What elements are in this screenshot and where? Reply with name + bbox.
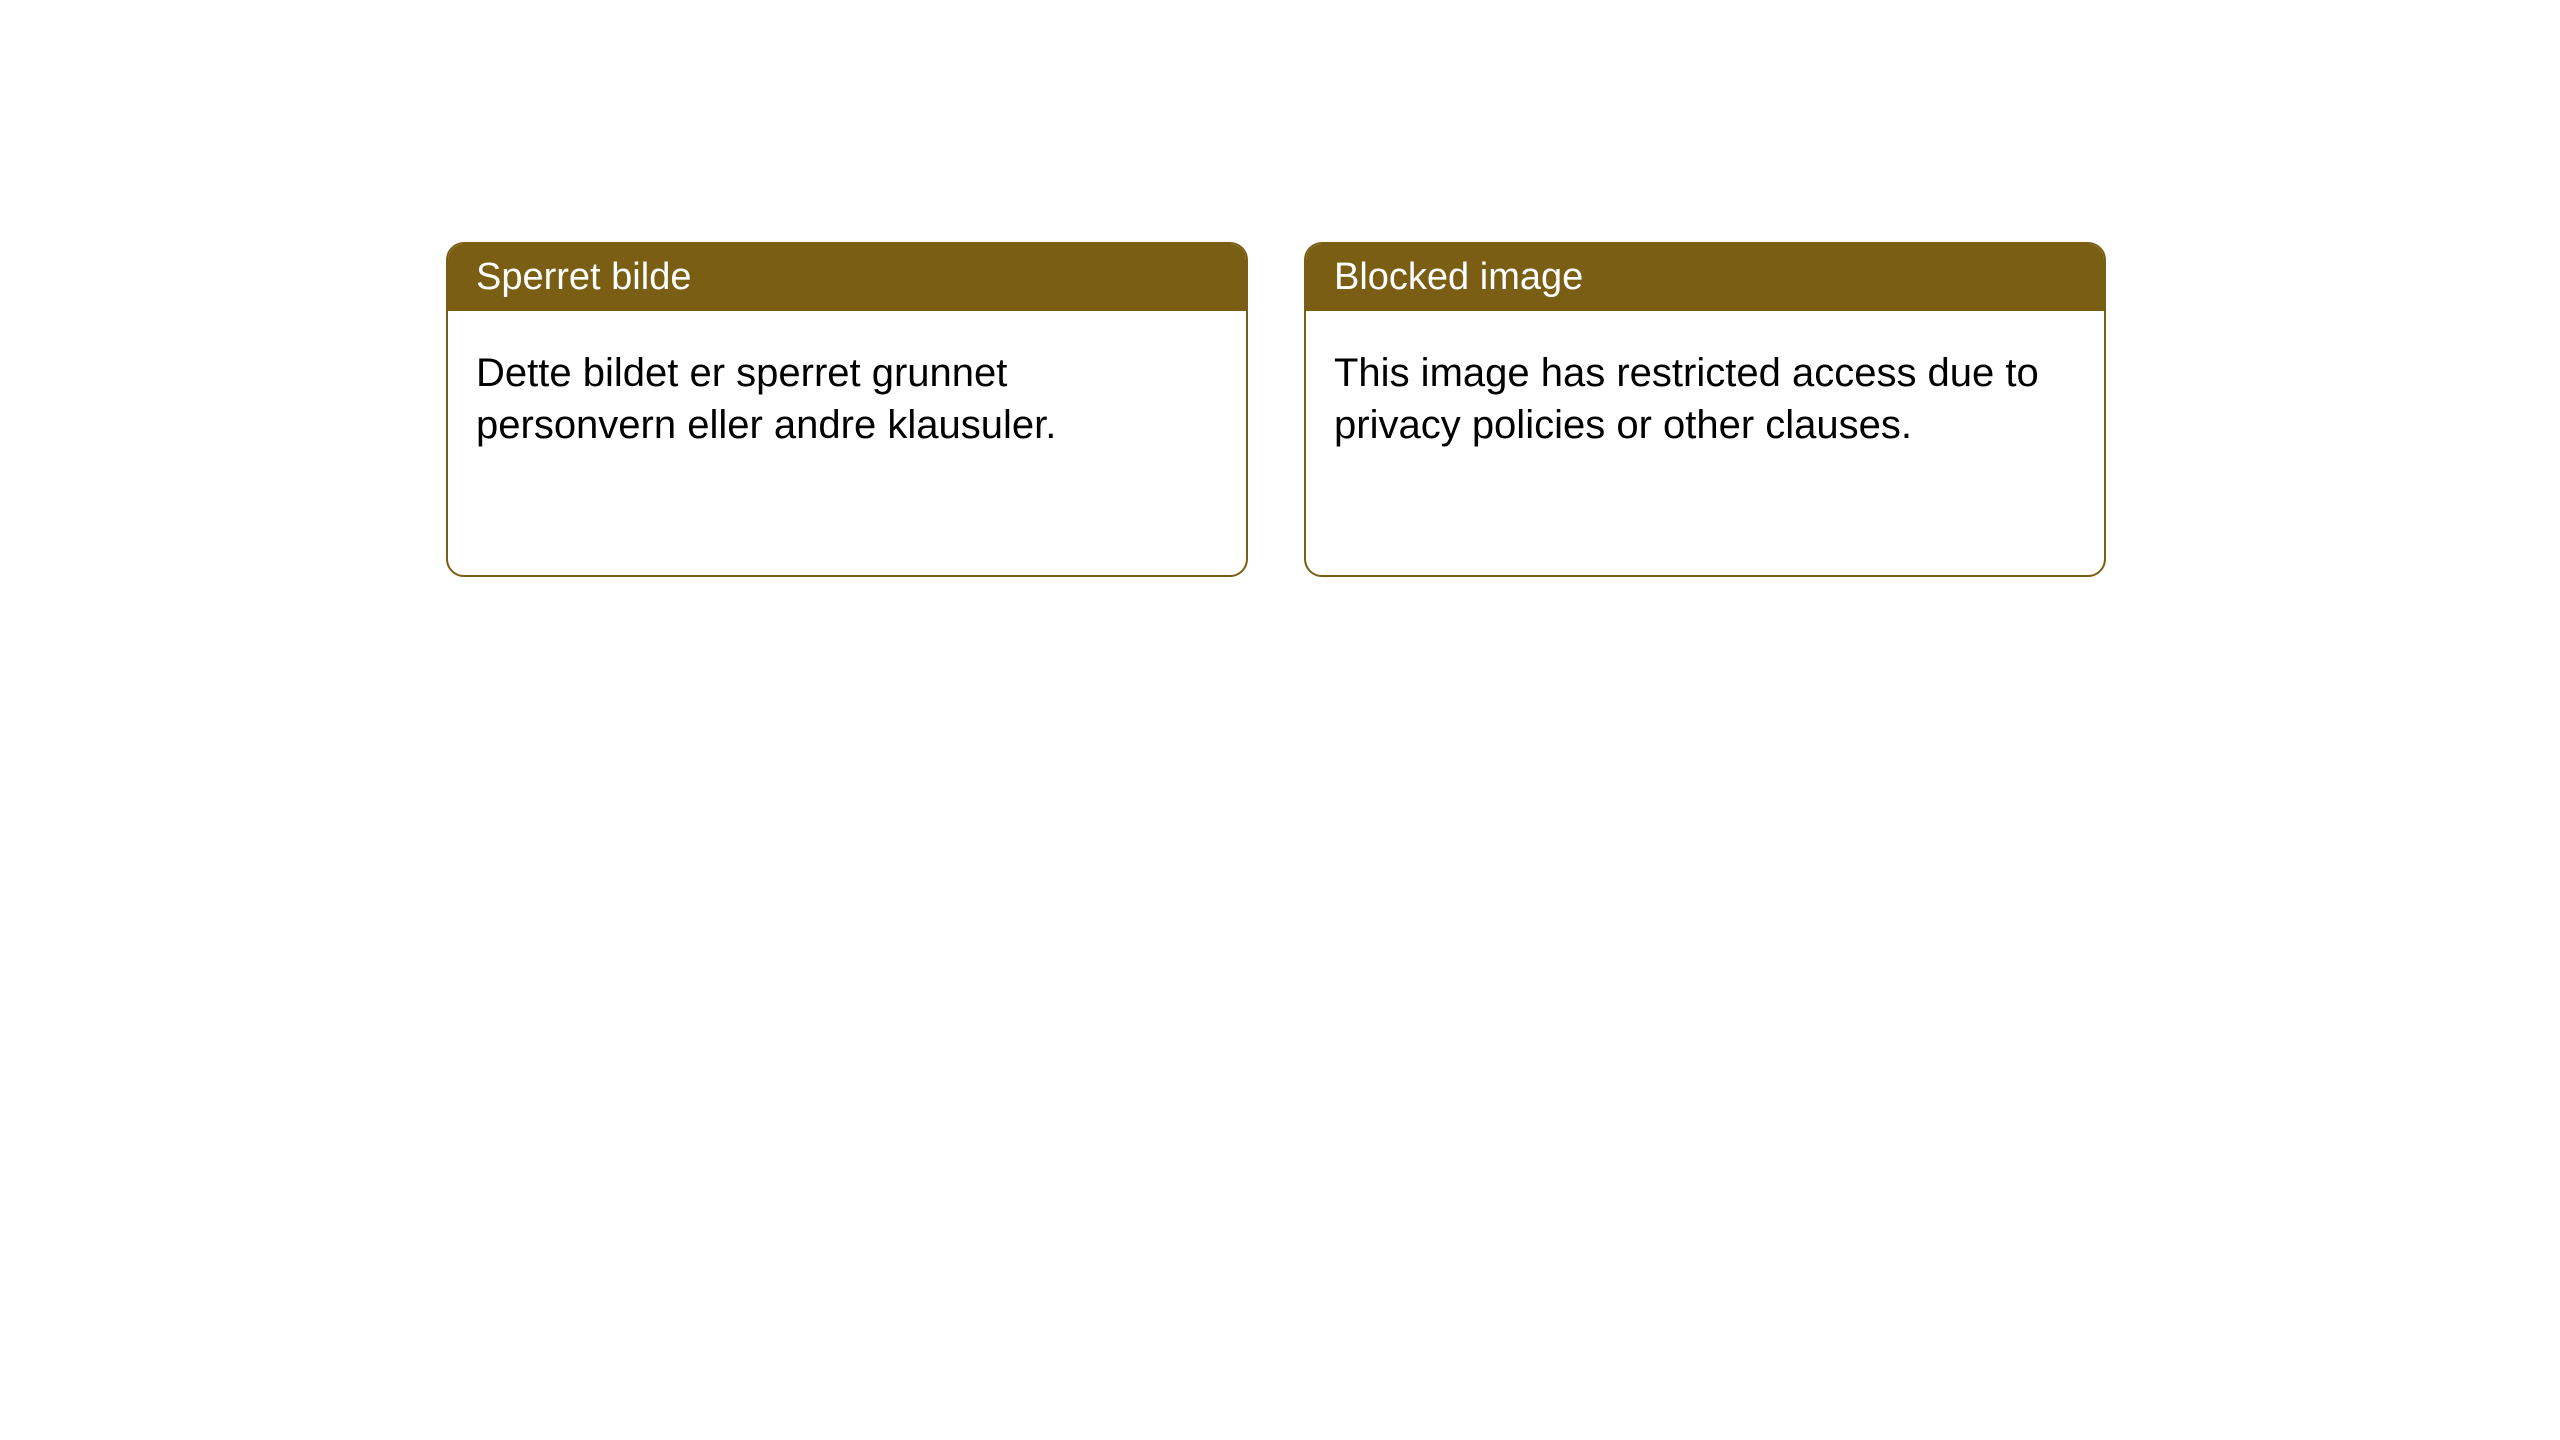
notice-title: Blocked image: [1334, 256, 1583, 298]
notice-body: Dette bildet er sperret grunnet personve…: [448, 311, 1246, 487]
notice-message: Dette bildet er sperret grunnet personve…: [476, 351, 1056, 447]
notice-header: Sperret bilde: [448, 244, 1246, 311]
notice-header: Blocked image: [1306, 244, 2104, 311]
notice-title: Sperret bilde: [476, 256, 691, 298]
notice-card-norwegian: Sperret bilde Dette bildet er sperret gr…: [446, 242, 1248, 577]
notice-container: Sperret bilde Dette bildet er sperret gr…: [0, 0, 2560, 577]
notice-body: This image has restricted access due to …: [1306, 311, 2104, 487]
notice-card-english: Blocked image This image has restricted …: [1304, 242, 2106, 577]
notice-message: This image has restricted access due to …: [1334, 351, 2039, 447]
